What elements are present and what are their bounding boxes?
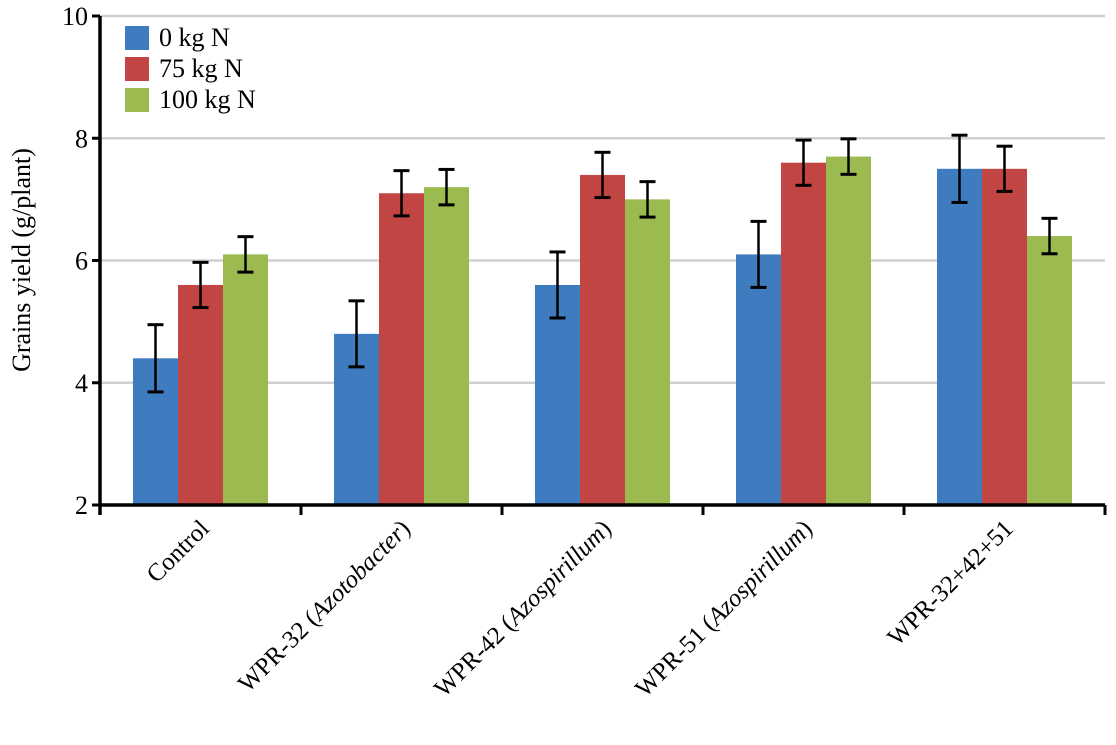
error-bar [840, 137, 857, 176]
x-tick-label-text: WPR-32 ( [233, 606, 324, 697]
legend-item: 0 kg N [125, 23, 230, 52]
error-bar [237, 235, 254, 274]
x-tick-label-text: Control [142, 515, 215, 588]
error-bar [348, 299, 365, 369]
bar [1027, 236, 1072, 506]
x-tick-label-italic: Azotobacter [304, 521, 410, 627]
error-bar [549, 250, 566, 320]
bar [424, 187, 469, 505]
bar [826, 156, 871, 505]
x-tick-label-italic: Azospirillum [500, 521, 611, 632]
error-bar [1041, 216, 1058, 256]
bar [982, 168, 1027, 505]
legend-label: 75 kg N [159, 54, 243, 83]
bar [379, 193, 424, 505]
x-tick-label-text: WPR-32+42+51 [882, 515, 1018, 651]
y-axis-label: Grains yield (g/plant) [7, 148, 36, 372]
error-bar [951, 133, 968, 204]
error-bar [750, 219, 767, 289]
error-bar [192, 260, 209, 310]
legend-swatch [125, 88, 149, 112]
y-tick-label: 10 [62, 2, 88, 31]
error-bar [594, 150, 611, 200]
x-tick-label: WPR-32+42+51 [882, 515, 1018, 651]
bar [223, 254, 268, 505]
x-tick-label-text: WPR-42 ( [429, 611, 520, 702]
error-bar [795, 138, 812, 187]
legend-swatch [125, 57, 149, 81]
bar [736, 254, 781, 505]
bar [937, 168, 982, 505]
bar [781, 162, 826, 505]
bar [580, 174, 625, 506]
y-tick-label: 4 [75, 369, 88, 398]
error-bar [393, 169, 410, 218]
bar [535, 284, 580, 505]
x-tick-label: WPR-42 (Azospirillum) [429, 515, 617, 703]
x-tick-label-text: WPR-51 ( [630, 611, 721, 702]
error-bar [147, 323, 164, 394]
legend-item: 75 kg N [125, 54, 243, 83]
legend-item: 100 kg N [125, 85, 256, 114]
x-tick-label: WPR-32 (Azotobacter) [233, 515, 416, 698]
y-tick-label: 8 [75, 124, 88, 153]
legend-label: 0 kg N [159, 23, 230, 52]
x-tick-label: Control [142, 515, 215, 588]
legend-swatch [125, 26, 149, 50]
x-tick-label: WPR-51 (Azospirillum) [630, 515, 818, 703]
error-bar [996, 144, 1013, 193]
legend-label: 100 kg N [159, 85, 256, 114]
bar [178, 284, 223, 505]
bar [625, 199, 670, 505]
y-tick-label: 2 [75, 491, 88, 520]
y-tick-label: 6 [75, 247, 88, 276]
error-bar [639, 180, 656, 219]
x-tick-label-italic: Azospirillum [701, 521, 812, 632]
error-bar [438, 167, 455, 207]
